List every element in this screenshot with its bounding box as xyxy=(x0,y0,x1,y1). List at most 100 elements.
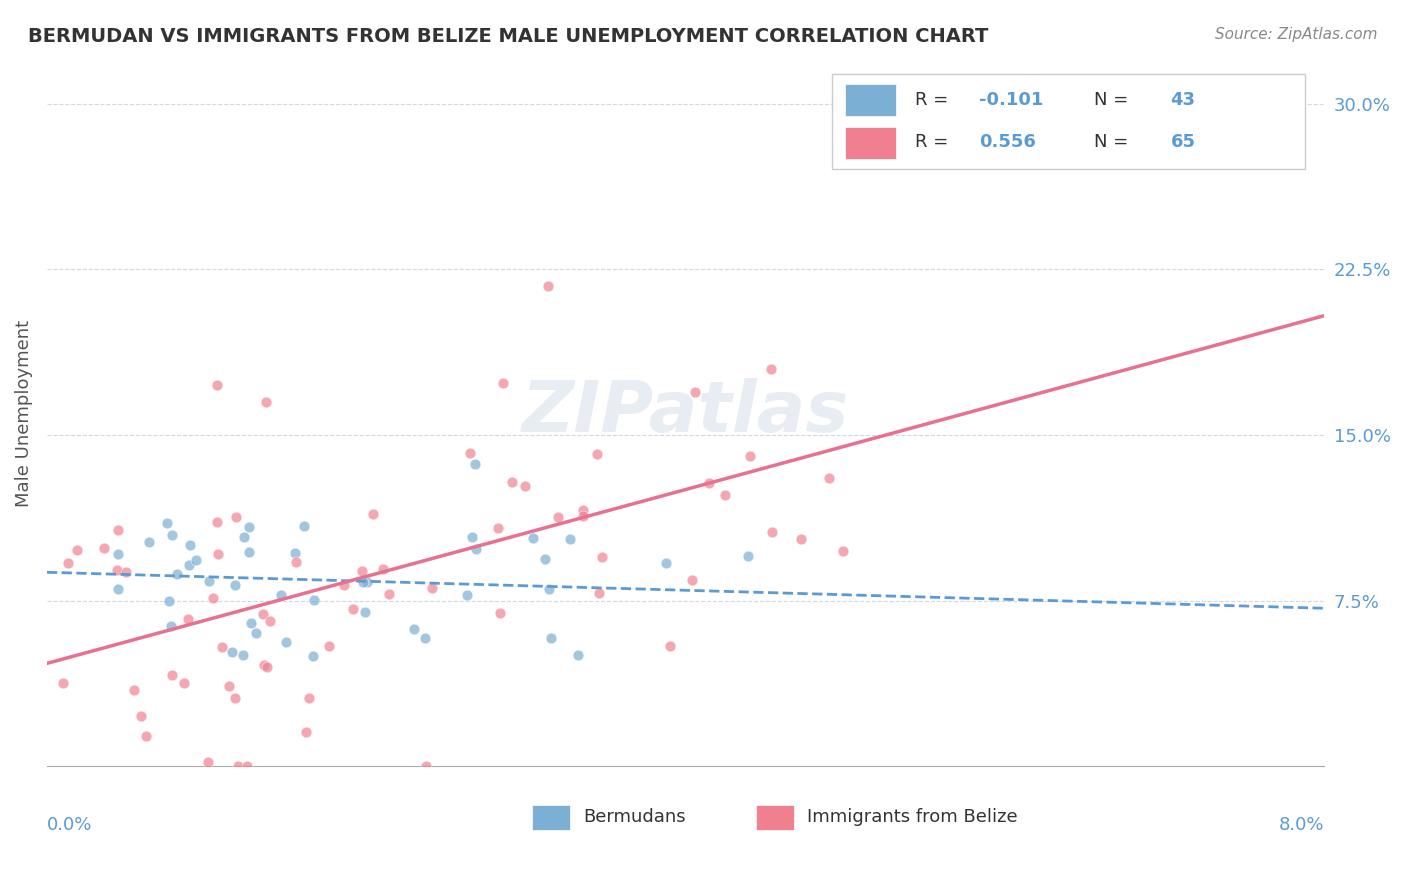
Point xyxy=(537,582,560,597)
Text: Bermudans: Bermudans xyxy=(583,808,686,826)
Point xyxy=(232,648,254,663)
Point xyxy=(226,759,249,773)
Point xyxy=(415,759,437,773)
Point xyxy=(522,531,544,545)
Point xyxy=(122,682,145,697)
Point xyxy=(205,515,228,529)
Point xyxy=(284,546,307,560)
Point xyxy=(177,558,200,572)
Point xyxy=(737,549,759,563)
Point xyxy=(211,640,233,654)
Text: Immigrants from Belize: Immigrants from Belize xyxy=(807,808,1018,826)
Point xyxy=(567,648,589,662)
Point xyxy=(207,547,229,561)
Point xyxy=(198,574,221,589)
Point xyxy=(363,508,385,522)
Text: 0.556: 0.556 xyxy=(979,133,1036,152)
Point xyxy=(681,574,703,588)
Text: 8.0%: 8.0% xyxy=(1278,816,1324,834)
Point xyxy=(155,516,177,530)
Point xyxy=(486,521,509,535)
Point xyxy=(588,585,610,599)
Point xyxy=(537,279,560,293)
Point xyxy=(404,622,426,636)
Point xyxy=(492,376,515,391)
Point xyxy=(294,725,316,739)
Point xyxy=(572,509,595,524)
Point xyxy=(464,457,486,471)
Point xyxy=(547,509,569,524)
Point xyxy=(224,691,246,706)
Point xyxy=(377,587,399,601)
Point xyxy=(292,518,315,533)
Point xyxy=(207,378,229,392)
Point xyxy=(333,577,356,591)
Point xyxy=(413,631,436,645)
Point xyxy=(342,601,364,615)
Point xyxy=(159,619,181,633)
Point xyxy=(356,574,378,589)
Point xyxy=(591,549,613,564)
Point xyxy=(488,607,510,621)
Point xyxy=(66,542,89,557)
Point xyxy=(1249,108,1271,122)
Point xyxy=(157,594,180,608)
FancyBboxPatch shape xyxy=(832,74,1305,169)
Point xyxy=(107,523,129,537)
FancyBboxPatch shape xyxy=(845,127,896,159)
Point xyxy=(236,759,259,773)
Point xyxy=(238,545,260,559)
FancyBboxPatch shape xyxy=(845,85,896,116)
Point xyxy=(350,564,373,578)
Point xyxy=(179,538,201,552)
Point xyxy=(302,593,325,607)
Point xyxy=(540,631,562,645)
Point xyxy=(420,581,443,595)
Point xyxy=(197,755,219,769)
Point xyxy=(270,588,292,602)
Point xyxy=(571,503,593,517)
Point xyxy=(697,476,720,491)
Point xyxy=(93,541,115,556)
Point xyxy=(318,639,340,653)
Point xyxy=(461,530,484,544)
Point xyxy=(818,471,841,485)
Text: R =: R = xyxy=(915,133,955,152)
Point xyxy=(202,591,225,605)
Y-axis label: Male Unemployment: Male Unemployment xyxy=(15,319,32,507)
Point xyxy=(107,547,129,561)
Text: R =: R = xyxy=(915,91,955,109)
Point xyxy=(759,362,782,376)
Point xyxy=(353,605,375,619)
Point xyxy=(239,615,262,630)
Point xyxy=(276,635,298,649)
Point xyxy=(352,575,374,590)
Point xyxy=(373,562,395,576)
Point xyxy=(221,645,243,659)
Point xyxy=(224,577,246,591)
Point xyxy=(761,524,783,539)
Point xyxy=(105,563,128,577)
Text: 43: 43 xyxy=(1171,91,1195,109)
FancyBboxPatch shape xyxy=(755,805,794,830)
Point xyxy=(160,668,183,682)
Point xyxy=(460,446,482,460)
Point xyxy=(252,607,274,622)
Point xyxy=(253,657,276,672)
Point xyxy=(560,532,582,546)
Point xyxy=(789,532,811,546)
Text: 0.0%: 0.0% xyxy=(46,816,93,834)
Text: BERMUDAN VS IMMIGRANTS FROM BELIZE MALE UNEMPLOYMENT CORRELATION CHART: BERMUDAN VS IMMIGRANTS FROM BELIZE MALE … xyxy=(28,27,988,45)
Point xyxy=(832,544,855,558)
Text: N =: N = xyxy=(1094,133,1135,152)
Point xyxy=(238,519,260,533)
Point xyxy=(173,675,195,690)
Point xyxy=(534,552,557,566)
Point xyxy=(245,626,267,640)
Point xyxy=(256,660,278,674)
Text: 65: 65 xyxy=(1171,133,1195,152)
Point xyxy=(177,612,200,626)
Point xyxy=(160,528,183,542)
Point xyxy=(655,556,678,570)
Text: -0.101: -0.101 xyxy=(979,91,1043,109)
